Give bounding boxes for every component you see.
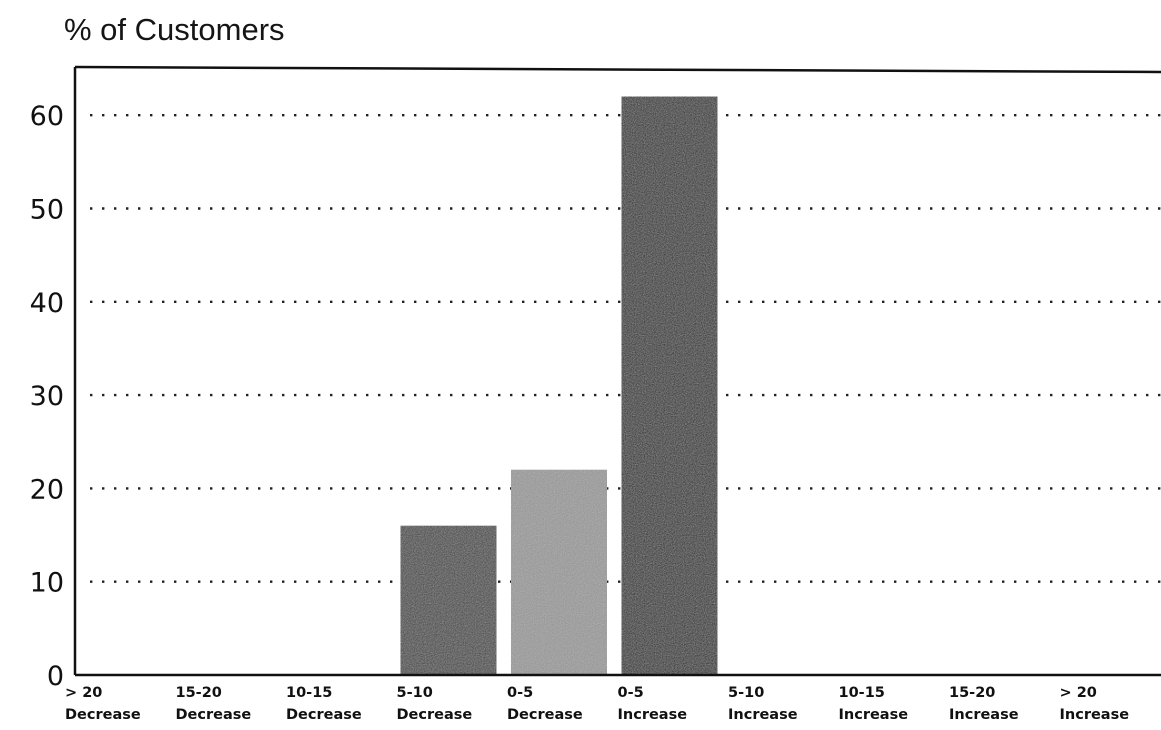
x-tick-label-8-line1: 15-20 <box>949 685 995 701</box>
x-tick-label-3-line2: Decrease <box>397 707 473 723</box>
x-tick-label-6-line2: Increase <box>728 707 798 723</box>
x-tick-label-1-line1: 15-20 <box>176 685 222 701</box>
x-tick-label-4-line1: 0-5 <box>507 685 533 701</box>
x-tick-label-0-line2: Decrease <box>65 707 141 723</box>
x-tick-label-7-line1: 10-15 <box>839 685 885 701</box>
x-tick-label-7-line2: Increase <box>839 707 909 723</box>
x-tick-labels: > 20 Decrease 15-20 Decrease 10-15 Decrease 5-… <box>65 685 1129 723</box>
bar-4 <box>511 469 607 675</box>
x-tick-label-9-line1: > 20 <box>1060 685 1097 701</box>
x-tick-label-8-line2: Increase <box>949 707 1019 723</box>
x-tick-label-6-line1: 5-10 <box>728 685 764 701</box>
x-tick-label-2-line2: Decrease <box>286 707 362 723</box>
y-axis-label: % of Customers <box>64 12 285 47</box>
y-tick-20: 20 <box>30 474 64 505</box>
y-tick-0: 0 <box>47 661 64 692</box>
bar-5 <box>621 96 718 676</box>
bars <box>400 96 718 676</box>
x-tick-label-0-line1: > 20 <box>65 685 102 701</box>
x-tick-label-9-line2: Increase <box>1060 707 1130 723</box>
bar-3 <box>400 525 497 675</box>
y-tick-30: 30 <box>30 381 64 412</box>
x-tick-label-5-line1: 0-5 <box>618 685 644 701</box>
plot-top-border <box>74 65 1161 74</box>
x-tick-label-3-line1: 5-10 <box>397 685 433 701</box>
x-tick-label-2-line1: 10-15 <box>286 685 332 701</box>
y-tick-10: 10 <box>30 568 64 599</box>
y-tick-labels: 0 10 20 30 40 50 60 <box>30 101 64 692</box>
y-tick-40: 40 <box>30 288 64 319</box>
x-tick-label-1-line2: Decrease <box>176 707 252 723</box>
y-tick-60: 60 <box>30 101 64 132</box>
y-tick-50: 50 <box>30 195 64 226</box>
x-tick-label-5-line2: Increase <box>618 707 688 723</box>
x-tick-label-4-line2: Decrease <box>507 707 583 723</box>
